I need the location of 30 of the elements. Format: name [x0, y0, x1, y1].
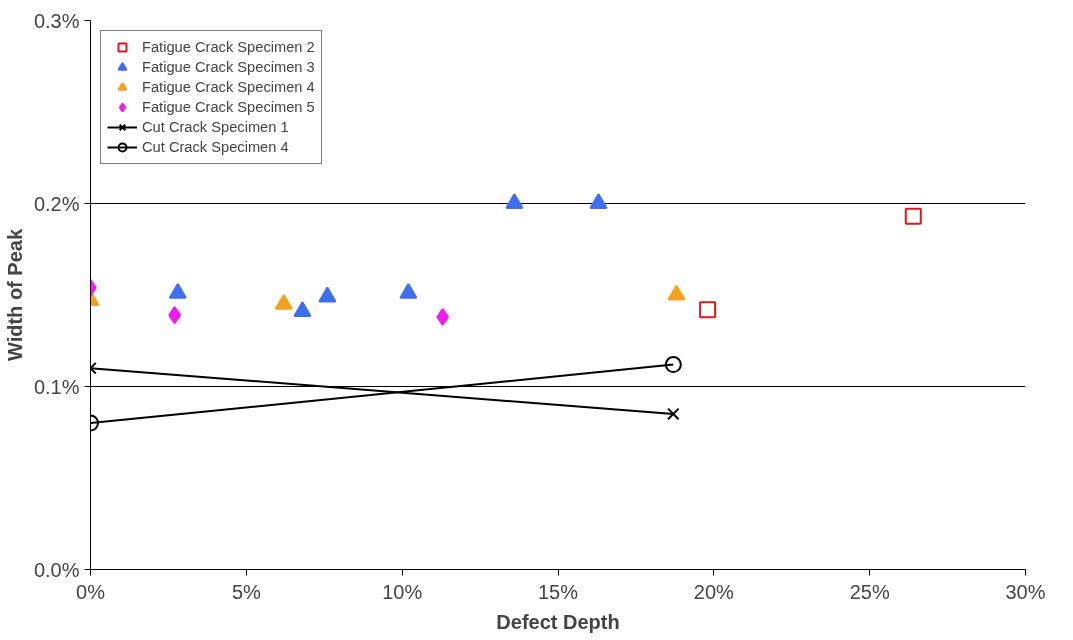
legend-label: Fatigue Crack Specimen 2	[142, 38, 315, 57]
y-axis-title: Width of Peak	[3, 228, 26, 362]
point	[589, 193, 608, 210]
y-tick-label: 0.2%	[33, 192, 80, 215]
point	[667, 284, 686, 301]
x-tick-label: 0%	[76, 580, 106, 603]
legend-label: Fatigue Crack Specimen 5	[142, 98, 315, 117]
legend-label: Fatigue Crack Specimen 3	[142, 58, 315, 77]
x-tick-label: 20%	[693, 580, 735, 603]
point	[274, 293, 293, 310]
legend-label: Fatigue Crack Specimen 4	[142, 78, 315, 97]
x-tick-label: 5%	[231, 580, 261, 603]
point	[436, 307, 450, 326]
point	[293, 301, 312, 318]
x-axis-title: Defect Depth	[496, 610, 620, 633]
point	[699, 301, 717, 319]
legend-label: Cut Crack Specimen 1	[142, 118, 289, 137]
legend-label: Cut Crack Specimen 4	[142, 138, 289, 157]
x-tick-label: 15%	[537, 580, 579, 603]
x-tick-label: 10%	[382, 580, 423, 603]
point	[399, 282, 418, 299]
point	[318, 286, 337, 303]
point	[505, 193, 524, 210]
x-tick-label: 25%	[849, 580, 890, 603]
point	[904, 207, 922, 225]
y-tick-label: 0.1%	[33, 375, 80, 398]
y-tick-label: 0.3%	[33, 9, 80, 32]
y-tick-label: 0.0%	[33, 558, 80, 581]
x-tick-label: 30%	[1005, 580, 1046, 603]
point	[168, 282, 187, 299]
